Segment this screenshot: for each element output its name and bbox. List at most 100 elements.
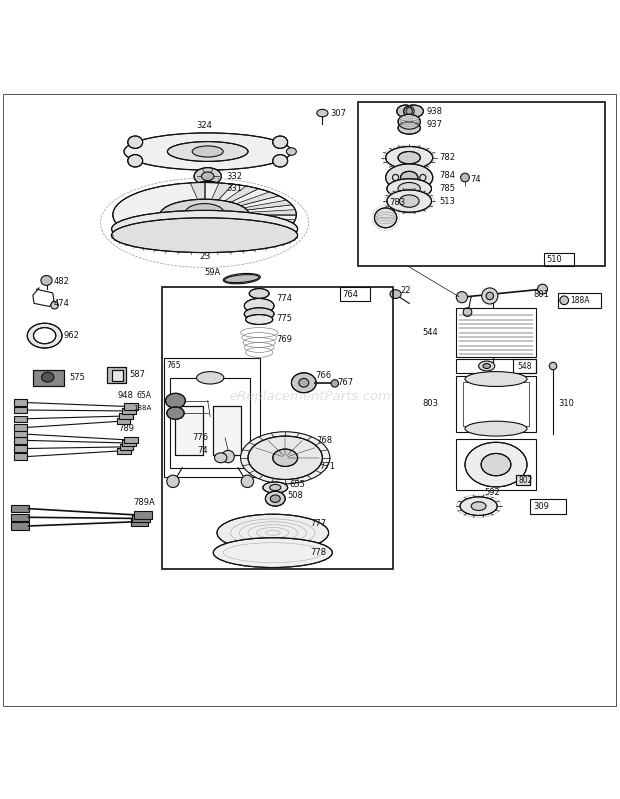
Bar — [14, 445, 27, 451]
Text: 23: 23 — [199, 252, 210, 261]
Bar — [513, 359, 536, 373]
Text: 777: 777 — [310, 519, 326, 528]
Bar — [544, 252, 574, 266]
Ellipse shape — [213, 538, 332, 567]
Text: 188A: 188A — [570, 296, 590, 304]
Text: 22: 22 — [400, 286, 410, 295]
Ellipse shape — [479, 361, 495, 371]
Text: 948: 948 — [118, 391, 134, 400]
Bar — [107, 368, 126, 384]
Ellipse shape — [33, 328, 56, 344]
Text: 778: 778 — [310, 548, 326, 557]
Bar — [117, 448, 131, 454]
Bar — [162, 288, 393, 570]
Bar — [530, 499, 566, 514]
Bar — [14, 424, 27, 431]
Polygon shape — [218, 229, 246, 245]
Text: 768: 768 — [316, 436, 332, 445]
Ellipse shape — [244, 299, 274, 313]
Text: 331: 331 — [226, 185, 242, 193]
Ellipse shape — [465, 372, 527, 387]
Ellipse shape — [194, 168, 221, 185]
Text: 802: 802 — [519, 475, 533, 485]
Ellipse shape — [249, 288, 269, 299]
Circle shape — [51, 301, 58, 309]
Ellipse shape — [317, 109, 328, 117]
Text: 776: 776 — [192, 433, 208, 443]
Ellipse shape — [241, 431, 330, 484]
Bar — [170, 378, 250, 467]
Polygon shape — [247, 217, 295, 225]
Text: 785: 785 — [439, 185, 455, 193]
Ellipse shape — [397, 105, 414, 117]
Ellipse shape — [41, 276, 52, 285]
Text: 508: 508 — [288, 491, 304, 500]
Bar — [11, 505, 29, 512]
Text: 65A: 65A — [137, 392, 152, 400]
Bar — [131, 519, 148, 526]
Ellipse shape — [263, 482, 288, 493]
Ellipse shape — [224, 275, 259, 283]
Text: 789: 789 — [118, 424, 134, 433]
Text: 307: 307 — [330, 109, 346, 118]
Text: 789A: 789A — [133, 498, 155, 507]
Ellipse shape — [398, 182, 420, 195]
Text: 324: 324 — [197, 121, 213, 130]
Bar — [112, 370, 123, 381]
Bar — [33, 370, 64, 386]
Ellipse shape — [390, 290, 401, 299]
Text: 482: 482 — [54, 277, 70, 286]
Polygon shape — [211, 183, 233, 200]
Ellipse shape — [374, 208, 397, 228]
Circle shape — [486, 292, 494, 300]
Bar — [213, 406, 241, 455]
Ellipse shape — [273, 449, 298, 467]
Bar — [124, 437, 138, 443]
Text: 474: 474 — [54, 299, 70, 308]
Bar — [14, 431, 27, 437]
Circle shape — [560, 296, 569, 304]
Ellipse shape — [215, 453, 227, 463]
Ellipse shape — [166, 393, 185, 408]
Ellipse shape — [481, 454, 511, 475]
Ellipse shape — [460, 497, 497, 515]
Polygon shape — [190, 182, 205, 200]
Ellipse shape — [331, 380, 339, 387]
Text: 962: 962 — [63, 331, 79, 340]
Ellipse shape — [465, 443, 527, 487]
Text: 782: 782 — [439, 153, 455, 162]
Ellipse shape — [273, 136, 288, 149]
Circle shape — [222, 451, 234, 463]
Text: 332: 332 — [226, 172, 242, 181]
Ellipse shape — [192, 146, 223, 157]
Text: 74: 74 — [470, 175, 480, 184]
Text: 587: 587 — [129, 370, 145, 380]
Ellipse shape — [217, 515, 329, 551]
Ellipse shape — [167, 475, 179, 487]
Ellipse shape — [406, 108, 412, 115]
Bar — [340, 288, 370, 301]
Text: 74: 74 — [198, 446, 208, 455]
Text: 188A: 188A — [134, 405, 152, 411]
Polygon shape — [205, 230, 219, 247]
Text: eReplacementParts.com: eReplacementParts.com — [229, 390, 391, 403]
Bar — [516, 475, 530, 485]
Circle shape — [482, 288, 498, 304]
Ellipse shape — [398, 114, 420, 129]
Ellipse shape — [299, 379, 309, 387]
Text: 783: 783 — [389, 198, 405, 208]
Ellipse shape — [124, 133, 291, 170]
Bar — [14, 400, 27, 406]
Ellipse shape — [128, 154, 143, 167]
Text: 764: 764 — [342, 289, 358, 299]
Ellipse shape — [192, 181, 224, 196]
Text: 59A: 59A — [205, 268, 221, 277]
Bar — [11, 514, 29, 521]
Bar — [122, 439, 136, 446]
Bar — [456, 439, 536, 490]
Text: 771: 771 — [319, 462, 335, 471]
Bar — [14, 415, 27, 422]
Ellipse shape — [291, 373, 316, 392]
Ellipse shape — [241, 475, 254, 487]
Circle shape — [538, 284, 547, 294]
